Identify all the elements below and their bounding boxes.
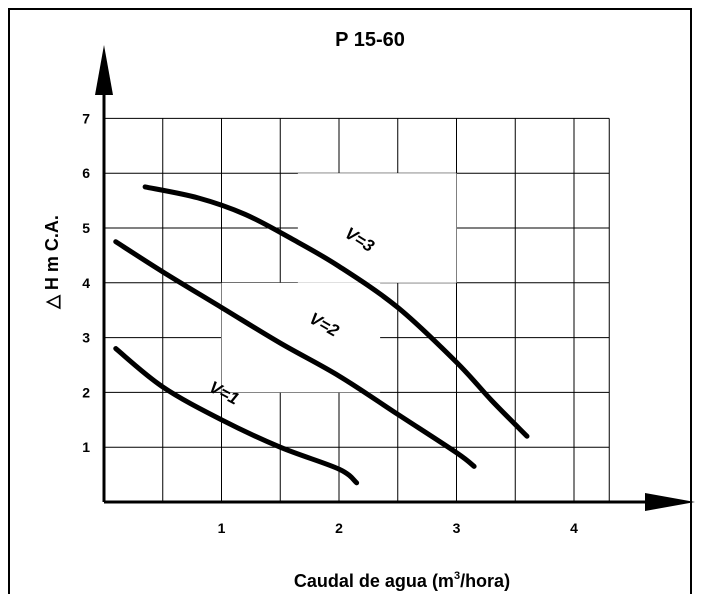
y-tick-label: 4 <box>82 275 90 291</box>
curve-v3 <box>142 184 530 439</box>
curve-v2 <box>113 239 477 469</box>
y-tick-label: 1 <box>82 439 90 455</box>
y-tick-label: 3 <box>82 330 90 346</box>
curves <box>113 184 530 486</box>
chart-frame <box>8 8 692 594</box>
x-axis-label: Caudal de agua (m3/hora) <box>294 570 510 591</box>
y-axis-arrow <box>95 45 113 95</box>
x-axis-label-suffix: /hora) <box>460 571 510 591</box>
x-tick-label: 2 <box>335 520 343 536</box>
y-tick-labels: 1 2 3 4 5 6 7 <box>82 110 90 455</box>
blank-regions <box>221 173 457 393</box>
chart-title: P 15-60 <box>335 29 405 51</box>
y-tick-label: 7 <box>82 110 90 126</box>
x-axis-arrow <box>645 493 695 511</box>
x-tick-label: 3 <box>453 520 461 536</box>
x-axis-label-prefix: Caudal de agua (m <box>294 571 454 591</box>
x-tick-label: 4 <box>570 520 578 536</box>
axes <box>95 45 695 511</box>
blank-region-v2 <box>221 282 381 393</box>
y-tick-label: 6 <box>82 165 90 181</box>
x-tick-labels: 1 2 3 4 <box>218 520 579 536</box>
y-axis-label: △ H m C.A. <box>42 215 62 310</box>
curve-v1 <box>113 346 360 486</box>
blank-region-v3 <box>297 173 457 283</box>
x-tick-label: 1 <box>218 520 226 536</box>
x-axis-label-sup: 3 <box>454 570 460 582</box>
y-tick-label: 2 <box>82 384 90 400</box>
y-tick-label: 5 <box>82 220 90 236</box>
